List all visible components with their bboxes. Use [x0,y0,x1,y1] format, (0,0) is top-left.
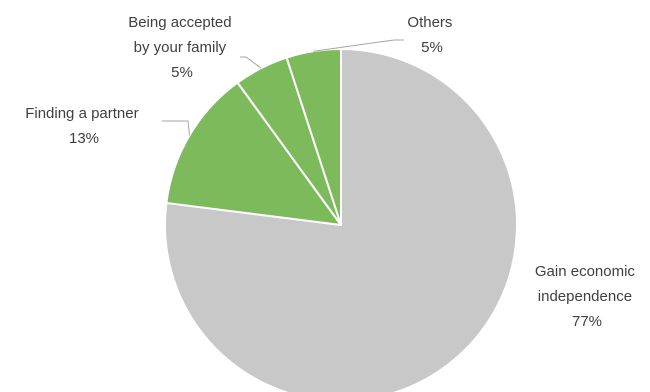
slice-label-gain-economic-independence: Gain economic independence 77% [535,263,639,330]
slice-label-others: Others 5% [407,14,456,56]
pie-slices [164,48,518,392]
pie-slice-finding-a-partner [165,81,342,226]
pie-slice-gain-economic-independence [164,48,518,392]
slice-label-finding-a-partner: Finding a partner 13% [25,105,143,147]
leader-lines [162,39,404,136]
pie-slice-others [285,48,342,226]
leader-line-others [313,39,404,52]
slice-label-being-accepted-by-your-family: Being accepted by your family 5% [128,14,236,81]
leader-line-being-accepted-by-your-family [240,56,262,69]
leader-line-finding-a-partner [162,120,190,136]
